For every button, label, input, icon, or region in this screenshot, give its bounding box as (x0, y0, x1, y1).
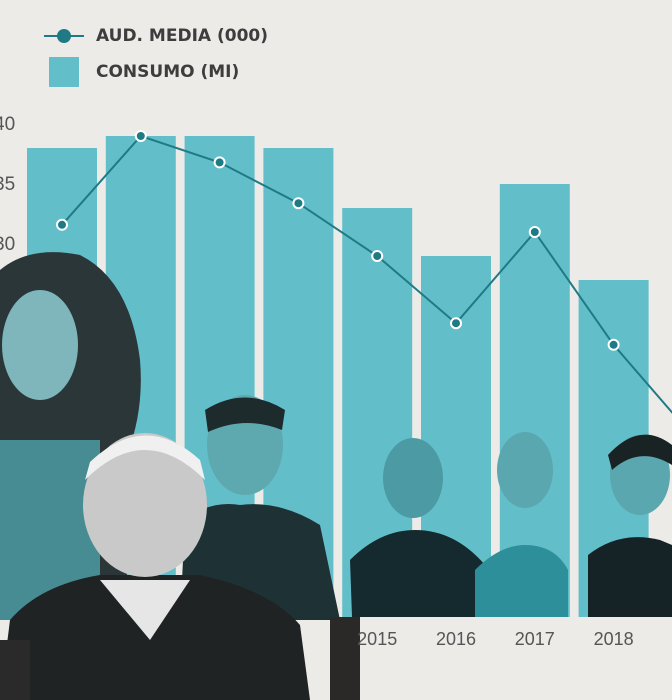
line-point-2015 (371, 250, 384, 262)
bar-2017 (499, 184, 570, 617)
y-tick-label: 35 (0, 174, 15, 195)
line-marker-icon (44, 26, 84, 46)
photo-collage (0, 252, 672, 700)
x-tick-label: 2017 (515, 629, 555, 649)
y-tick-label: 40 (0, 114, 15, 135)
photo-face (2, 290, 78, 400)
photo-person-chef (350, 530, 485, 617)
line-point-2017 (528, 226, 541, 238)
line-point-2016 (450, 317, 462, 330)
legend: AUD. MEDIA (000) CONSUMO (MI) (44, 18, 268, 90)
legend-label: CONSUMO (MI) (96, 62, 240, 82)
line-point-2018 (607, 338, 620, 351)
legend-item-line: AUD. MEDIA (000) (44, 18, 268, 54)
line-point-2011 (56, 218, 68, 231)
x-tick-label: 2015 (357, 629, 397, 649)
photo-person-woman-2 (475, 545, 568, 617)
bar-swatch-icon (49, 57, 79, 87)
x-tick-label: 2018 (594, 629, 634, 649)
photo-shadow (330, 617, 360, 700)
line-point-2013 (213, 156, 226, 169)
y-tick-label: 30 (0, 234, 15, 255)
legend-label: AUD. MEDIA (000) (96, 26, 268, 46)
x-tick-label: 2016 (436, 629, 476, 649)
photo-person-man-right (588, 537, 672, 617)
line-point-2014 (292, 197, 305, 210)
legend-item-bar: CONSUMO (MI) (44, 54, 268, 90)
photo-person-man-front (0, 575, 310, 700)
line-point-2012 (134, 130, 147, 142)
